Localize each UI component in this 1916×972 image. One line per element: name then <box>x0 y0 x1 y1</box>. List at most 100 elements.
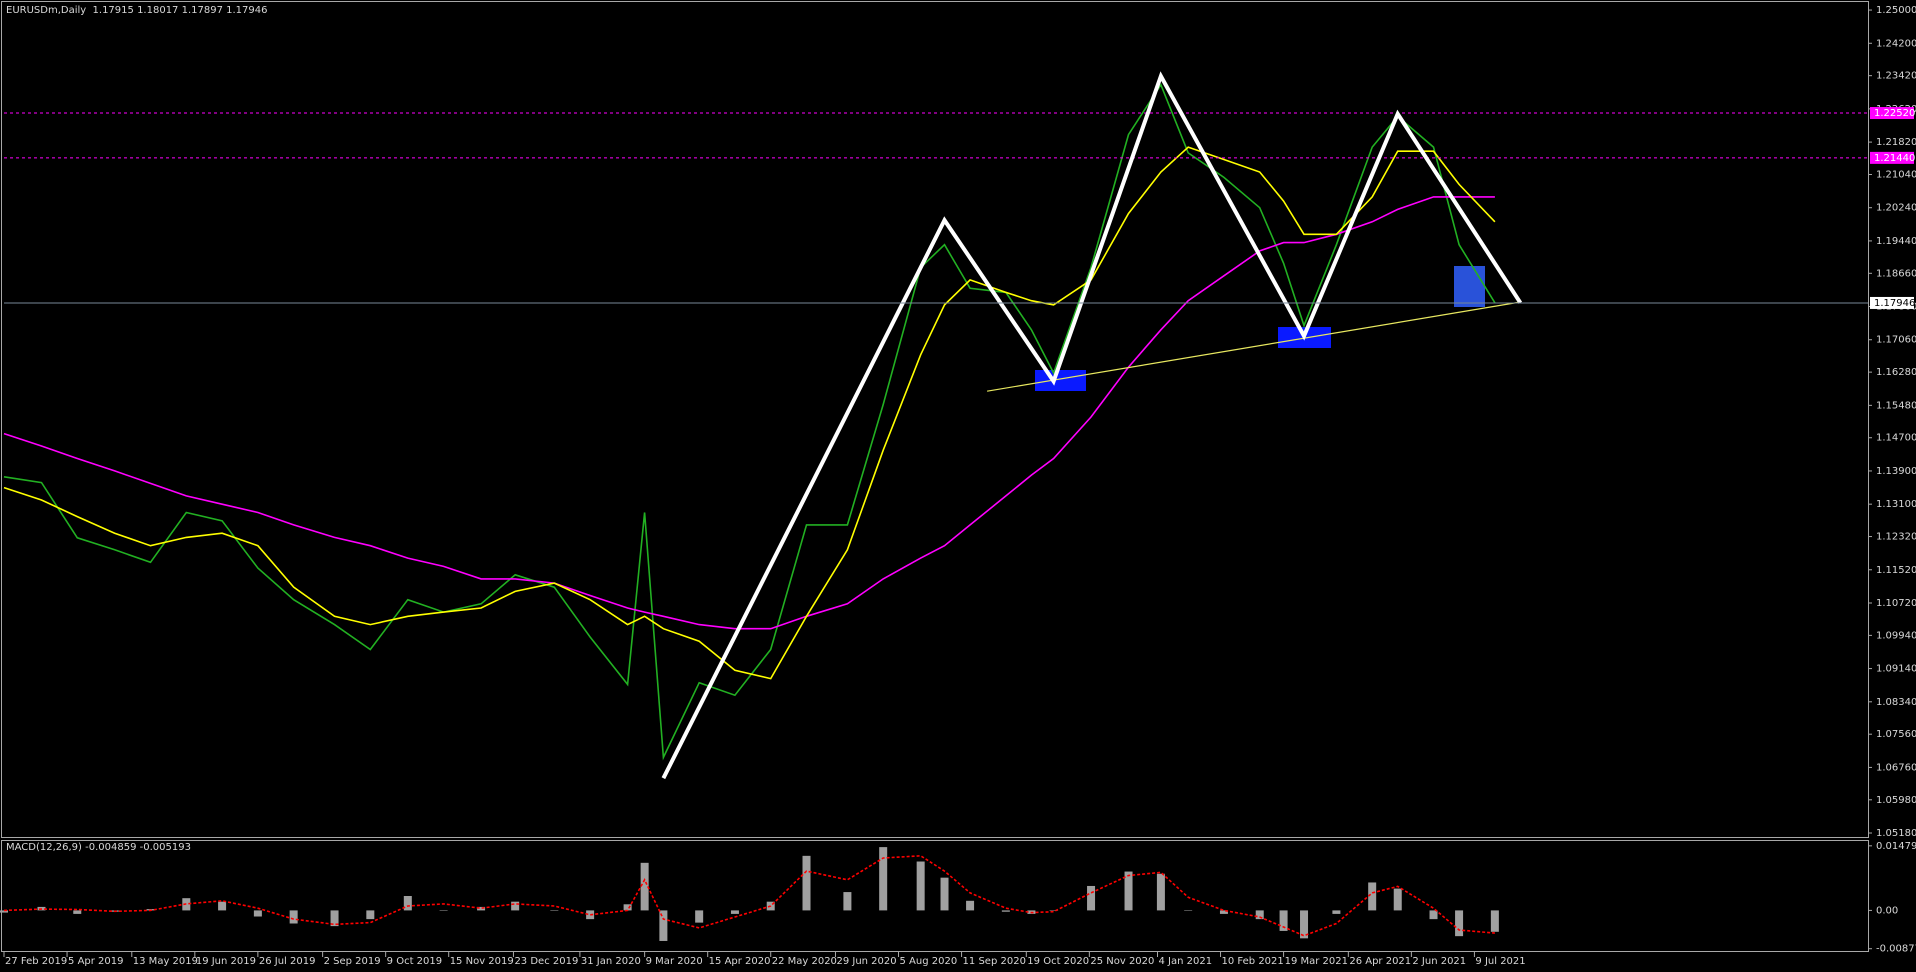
histogram-bar <box>1001 910 1010 912</box>
y-tick-label: 1.17060 <box>1876 335 1916 346</box>
y-tick-label: 1.09140 <box>1876 664 1916 675</box>
histogram-bar <box>1490 910 1499 932</box>
y-tick-label: 1.07560 <box>1876 729 1916 740</box>
y-tick-label: 1.05180 <box>1876 828 1916 839</box>
histogram-bar <box>802 855 811 911</box>
histogram-bar <box>1156 873 1165 911</box>
x-tick-label: 10 Feb 2021 <box>1222 956 1284 967</box>
x-tick-label: 29 Jun 2020 <box>836 956 896 967</box>
x-tick-label: 26 Apr 2021 <box>1349 956 1411 967</box>
y-tick-label: 1.12320 <box>1876 532 1916 543</box>
histogram-bar <box>1049 910 1058 911</box>
level-label-box <box>1870 151 1914 164</box>
y-tick-label: 1.21040 <box>1876 169 1916 180</box>
histogram-bar <box>1332 910 1341 914</box>
histogram-bar <box>879 847 888 911</box>
histogram-bar <box>1219 910 1228 914</box>
price-pane-frame <box>1 1 1869 838</box>
histogram-bar <box>289 910 298 924</box>
zone-box <box>1035 370 1086 391</box>
histogram-bar <box>940 877 949 911</box>
y-tick-label: 0.014792 <box>1876 841 1916 852</box>
histogram-bar <box>73 910 82 914</box>
y-tick-label: 1.08340 <box>1876 697 1916 708</box>
y-tick-label: 1.05980 <box>1876 795 1916 806</box>
x-tick-label: 4 Jan 2021 <box>1158 956 1212 967</box>
x-tick-label: 19 Mar 2021 <box>1285 956 1348 967</box>
series-line <box>3 83 1496 761</box>
histogram-bar <box>1255 910 1264 920</box>
current-price-label: 1.17946 <box>1874 298 1915 309</box>
x-tick-label: 11 Sep 2020 <box>963 956 1026 967</box>
histogram-bar <box>623 904 632 911</box>
x-tick-label: 15 Apr 2020 <box>709 956 771 967</box>
histogram-bar <box>1184 910 1193 911</box>
level-label: 1.22520 <box>1874 108 1915 119</box>
histogram-bar <box>403 896 412 911</box>
histogram-bar <box>218 901 227 911</box>
y-tick-label: 1.13100 <box>1876 499 1916 510</box>
histogram-bar <box>843 892 852 911</box>
y-tick-label: -0.008775 <box>1876 944 1916 955</box>
histogram-bar <box>477 906 486 911</box>
x-tick-label: 5 Apr 2019 <box>68 956 123 967</box>
chart-title: EURUSDm,Daily 1.17915 1.18017 1.17897 1.… <box>6 5 267 16</box>
histogram-bar <box>1300 910 1309 939</box>
x-tick-label: 25 Nov 2020 <box>1090 956 1154 967</box>
histogram-bar <box>966 900 975 911</box>
histogram-bar <box>640 862 649 911</box>
macd-pane-frame <box>1 840 1869 952</box>
x-tick-label: 31 Jan 2020 <box>581 956 641 967</box>
histogram-bar <box>366 910 375 920</box>
y-tick-label: 1.09940 <box>1876 630 1916 641</box>
y-tick-label: 1.20240 <box>1876 203 1916 214</box>
series-line <box>3 854 1495 937</box>
histogram-bar <box>695 910 704 923</box>
series-line <box>3 196 1495 630</box>
histogram-bar <box>1279 910 1288 931</box>
histogram-bar <box>730 910 739 914</box>
x-tick-label: 2 Sep 2019 <box>324 956 381 967</box>
histogram-bar <box>1087 885 1096 911</box>
x-tick-label: 19 Oct 2020 <box>1027 956 1089 967</box>
x-tick-label: 5 Aug 2020 <box>900 956 958 967</box>
histogram-bar <box>916 861 925 911</box>
macd-title: MACD(12,26,9) -0.004859 -0.005193 <box>6 842 191 853</box>
x-tick-label: 9 Jul 2021 <box>1475 956 1525 967</box>
histogram-bar <box>0 910 8 913</box>
histogram-bar <box>1368 882 1377 911</box>
zone-box <box>1454 266 1485 307</box>
histogram-bar <box>1429 910 1438 920</box>
x-tick-label: 26 Jul 2019 <box>259 956 316 967</box>
y-tick-label: 1.10720 <box>1876 598 1916 609</box>
y-tick-label: 1.11520 <box>1876 565 1916 576</box>
level-label-box <box>1870 107 1914 120</box>
x-tick-label: 22 May 2020 <box>772 956 837 967</box>
y-tick-label: 0.00 <box>1876 905 1898 916</box>
histogram-bar <box>550 910 559 911</box>
zigzag-line <box>661 71 1523 780</box>
y-tick-label: 1.15480 <box>1876 400 1916 411</box>
y-tick-label: 1.21820 <box>1876 137 1916 148</box>
y-tick-label: 1.18660 <box>1876 268 1916 279</box>
x-tick-label: 19 Jun 2019 <box>196 956 256 967</box>
trend-line <box>987 301 1521 392</box>
histogram-bar <box>586 910 595 920</box>
histogram-bar <box>330 910 339 927</box>
y-tick-label: 1.24200 <box>1876 38 1916 49</box>
x-tick-label: 15 Nov 2019 <box>450 956 514 967</box>
series-line <box>3 146 1496 680</box>
histogram-bar <box>1393 888 1402 911</box>
current-price-box <box>1870 296 1914 309</box>
y-tick-label: 1.06760 <box>1876 762 1916 773</box>
histogram-bar <box>253 910 262 917</box>
y-tick-label: 1.16280 <box>1876 367 1916 378</box>
x-tick-label: 23 Dec 2019 <box>514 956 578 967</box>
histogram-bar <box>659 910 668 941</box>
histogram-bar <box>439 910 448 911</box>
level-label: 1.21440 <box>1874 153 1915 164</box>
y-tick-label: 1.13900 <box>1876 466 1916 477</box>
x-tick-label: 2 Jun 2021 <box>1412 956 1466 967</box>
